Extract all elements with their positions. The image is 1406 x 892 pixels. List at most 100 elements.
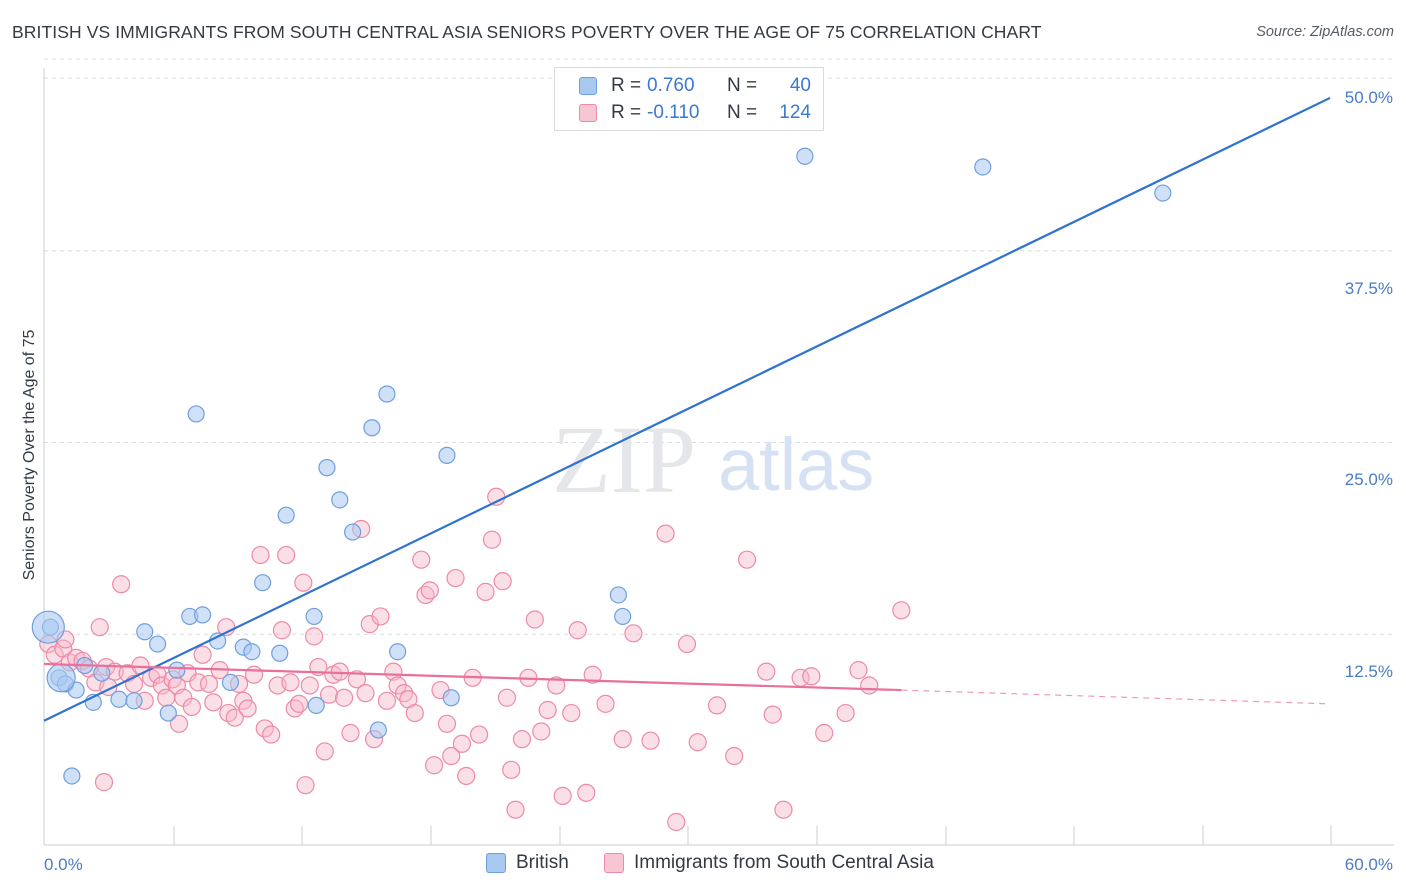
asia-point (377, 691, 397, 710)
british-point-large (31, 610, 65, 644)
british-point (796, 147, 814, 165)
asia-point (281, 673, 300, 692)
british-point (389, 643, 407, 661)
asia-point (272, 621, 292, 640)
british-point-large (46, 663, 76, 693)
asia-point (667, 812, 686, 832)
asia-point (244, 665, 264, 684)
correlation-legend: R = 0.760 N = 40 R = -0.110 N = 124 (554, 67, 824, 131)
legend-n-value: 124 (779, 102, 811, 123)
watermark-zip: ZIP (552, 406, 696, 513)
british-point (609, 586, 628, 604)
asia-point (836, 703, 855, 723)
legend-n-value: 40 (789, 75, 811, 96)
asia-point (304, 627, 324, 646)
british-point (221, 673, 240, 691)
y-tick-label: 25.0% (1345, 470, 1393, 489)
asia-point (596, 694, 615, 713)
asia-point (553, 786, 572, 806)
british-point (378, 385, 396, 403)
asia-point (757, 662, 776, 681)
asia-point (182, 697, 201, 717)
asia-trend-line (43, 662, 902, 692)
asia-point (90, 618, 109, 637)
british-point (1154, 184, 1172, 202)
asia-point (502, 760, 521, 779)
legend-item-asia: Immigrants from South Central Asia (604, 852, 934, 874)
asia-point (262, 725, 281, 744)
british-point (277, 506, 295, 524)
source-label: Source: ZipAtlas.com (1256, 24, 1394, 40)
asia-point (452, 734, 472, 753)
british-point (307, 696, 325, 715)
watermark-atlas: atlas (718, 423, 874, 506)
asia-point (437, 714, 457, 733)
british-point (438, 446, 456, 464)
asia-swatch (604, 853, 624, 873)
asia-point (341, 723, 360, 743)
british-point (363, 419, 381, 437)
asia-point (424, 756, 444, 775)
british-point (243, 643, 261, 661)
x-tick-label: 60.0% (1345, 855, 1393, 874)
asia-point (204, 693, 223, 712)
asia-point (532, 722, 551, 741)
asia-point (476, 582, 495, 601)
british-point (271, 644, 289, 662)
asia-point (860, 676, 879, 695)
asia-point (469, 725, 489, 744)
tick-labels: 12.5% 25.0% 37.5% 50.0% 0.0% 60.0% (44, 88, 1393, 874)
asia-point (405, 703, 424, 723)
asia-point (356, 684, 375, 703)
asia-point (892, 601, 911, 620)
legend-item-british: British (486, 852, 569, 874)
asia-point (384, 662, 403, 681)
asia-point (677, 634, 697, 654)
legend-r-label: R = (611, 102, 642, 123)
axes (43, 68, 1394, 846)
british-point (148, 635, 167, 653)
asia-point (641, 731, 660, 750)
asia-point (315, 742, 334, 761)
y-tick-label: 50.0% (1345, 88, 1393, 107)
asia-point (815, 723, 834, 743)
asia-point (347, 670, 367, 689)
asia-point (412, 550, 431, 569)
asia-point (112, 575, 131, 594)
asia-point (371, 607, 390, 626)
british-point (159, 704, 177, 722)
asia-point (562, 703, 581, 723)
x-tick-label: 0.0% (44, 855, 83, 874)
asia-point (238, 699, 257, 718)
british-point (974, 158, 992, 176)
british-point (194, 606, 212, 624)
asia-point (568, 621, 587, 640)
british-point (93, 664, 111, 682)
asia-point (277, 545, 296, 565)
asia-point (506, 800, 525, 819)
british-point (136, 623, 154, 641)
legend-r-label: R = (611, 75, 642, 96)
asia-point (289, 694, 309, 713)
british-point (254, 574, 272, 592)
legend-r-value: 0.760 (647, 75, 695, 96)
asia-point (688, 733, 707, 752)
asia-point (319, 685, 339, 704)
series-legend: British Immigrants from South Central As… (0, 852, 1406, 878)
trend-lines (43, 96, 1331, 722)
asia-point (656, 524, 675, 543)
asia-point (525, 610, 544, 629)
asia-point (763, 705, 782, 724)
asia-point (613, 730, 632, 749)
british-swatch (486, 853, 506, 873)
asia-point (493, 572, 512, 591)
asia-point (193, 645, 212, 664)
legend-asia-label: Immigrants from South Central Asia (634, 852, 934, 873)
asia-point (774, 800, 793, 819)
british-points (31, 147, 1172, 785)
asia-point (199, 674, 219, 694)
asia-point (300, 676, 319, 695)
asia-point (442, 746, 461, 766)
british-point (344, 523, 362, 541)
british-swatch (579, 77, 597, 95)
